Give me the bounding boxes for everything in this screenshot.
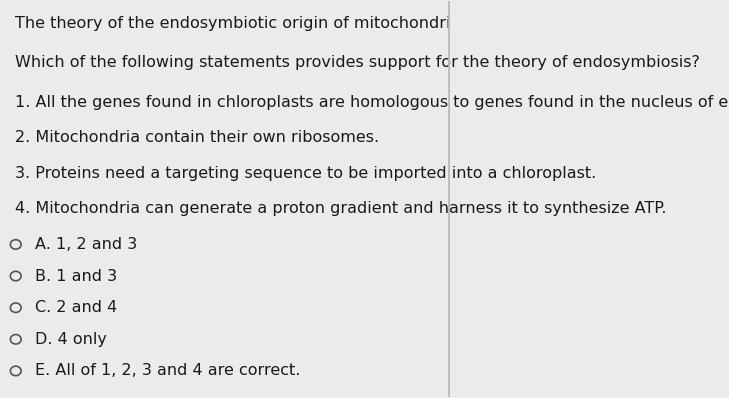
Text: 1. All the genes found in chloroplasts are homologous to genes found in the nucl: 1. All the genes found in chloroplasts a…	[15, 95, 729, 110]
Text: C. 2 and 4: C. 2 and 4	[35, 300, 117, 315]
Text: 4. Mitochondria can generate a proton gradient and harness it to synthesize ATP.: 4. Mitochondria can generate a proton gr…	[15, 201, 666, 217]
Text: B. 1 and 3: B. 1 and 3	[35, 269, 117, 283]
Text: The theory of the endosymbiotic origin of mitochondria and chloroplasts was firs: The theory of the endosymbiotic origin o…	[15, 16, 729, 31]
Text: Which of the following statements provides support for the theory of endosymbios: Which of the following statements provid…	[15, 55, 700, 70]
Text: E. All of 1, 2, 3 and 4 are correct.: E. All of 1, 2, 3 and 4 are correct.	[35, 363, 300, 378]
Text: 2. Mitochondria contain their own ribosomes.: 2. Mitochondria contain their own riboso…	[15, 130, 379, 145]
Text: 3. Proteins need a targeting sequence to be imported into a chloroplast.: 3. Proteins need a targeting sequence to…	[15, 166, 596, 181]
Text: A. 1, 2 and 3: A. 1, 2 and 3	[35, 237, 137, 252]
Text: D. 4 only: D. 4 only	[35, 332, 107, 347]
